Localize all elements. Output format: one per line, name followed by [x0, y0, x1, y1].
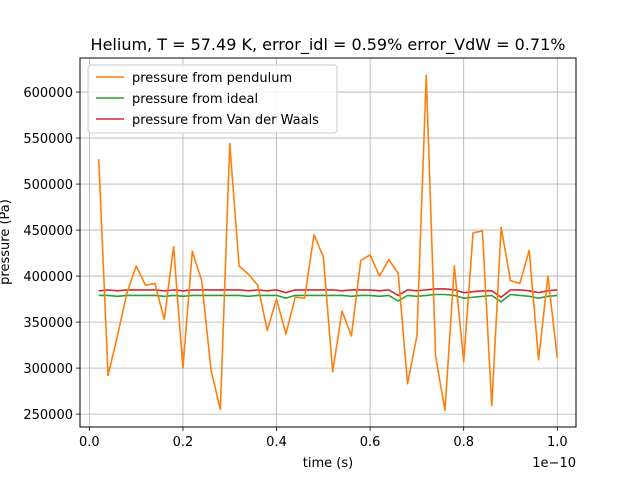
- series-layer: [97, 74, 559, 412]
- series-line-pressure-from-pendulum: [97, 74, 559, 412]
- x-tick-label: 0.4: [266, 435, 287, 450]
- legend: pressure from pendulum pressure from idea…: [87, 64, 338, 134]
- y-axis: 250000 300000 350000 400000 450000 500000 5500…: [23, 86, 80, 423]
- chart-title: Helium, T = 57.49 K, error_idl = 0.59% e…: [91, 35, 566, 55]
- legend-entry-label: pressure from ideal: [132, 92, 258, 107]
- series-line-pressure-from-van-der-waals: [98, 288, 558, 299]
- y-tick-label: 400000: [23, 270, 73, 285]
- x-tick-label: 0.6: [360, 435, 381, 450]
- y-tick-label: 450000: [23, 224, 73, 239]
- x-tick-label: 0.0: [79, 435, 100, 450]
- y-tick-label: 550000: [23, 132, 73, 147]
- x-offset-label: 1e−10: [532, 456, 576, 471]
- y-tick-label: 350000: [23, 316, 73, 331]
- series-line-pressure-from-ideal: [98, 293, 558, 303]
- x-tick-label: 0.8: [453, 435, 474, 450]
- legend-entry-label: pressure from Van der Waals: [132, 113, 319, 128]
- x-axis: 0.0 0.2 0.4 0.6 0.8 1.0: [79, 427, 568, 450]
- y-tick-label: 300000: [23, 362, 73, 377]
- plot-frame: [79, 57, 577, 428]
- y-tick-label: 500000: [23, 178, 73, 193]
- legend-entry-label: pressure from pendulum: [132, 71, 292, 86]
- y-axis-label: pressure (Pa): [0, 199, 13, 285]
- y-tick-label: 250000: [23, 408, 73, 423]
- legend-box: [87, 64, 338, 134]
- y-tick-label: 600000: [23, 86, 73, 101]
- x-tick-label: 1.0: [547, 435, 568, 450]
- x-axis-label: time (s): [303, 456, 353, 471]
- x-tick-label: 0.2: [173, 435, 194, 450]
